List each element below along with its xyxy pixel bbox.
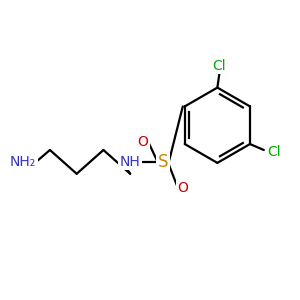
Text: Cl: Cl	[212, 59, 226, 73]
Text: O: O	[177, 181, 188, 195]
Text: NH₂: NH₂	[10, 155, 36, 169]
Text: O: O	[138, 135, 148, 149]
Text: S: S	[158, 153, 168, 171]
Text: Cl: Cl	[267, 145, 280, 159]
Text: NH: NH	[120, 155, 141, 169]
